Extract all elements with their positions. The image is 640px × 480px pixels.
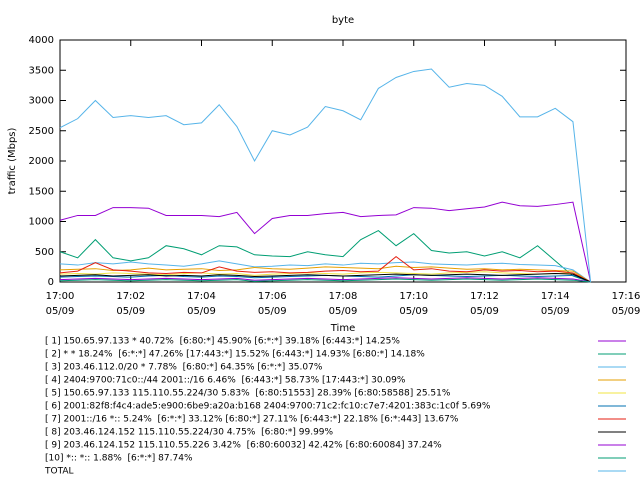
legend-label: [ 3] 203.46.112.0/20 * 7.78% [6:80:*] 64… bbox=[45, 363, 323, 373]
y-tick-label: 500 bbox=[35, 247, 54, 258]
x-tick-label: 17:08 bbox=[329, 291, 358, 302]
x-tick-label: 17:12 bbox=[470, 291, 499, 302]
x-tick-date: 05/09 bbox=[470, 306, 499, 317]
legend-label: [ 8] 203.46.124.152 115.110.55.224/30 4.… bbox=[45, 428, 334, 438]
x-tick-label: 17:16 bbox=[612, 291, 640, 302]
y-tick-label: 1500 bbox=[29, 186, 54, 197]
y-tick-label: 2500 bbox=[29, 126, 54, 137]
series-line bbox=[59, 201, 592, 283]
legend-label: [10] *:: *:: 1.88% [6:*:*] 87.74% bbox=[45, 454, 193, 464]
y-tick-label: 2000 bbox=[29, 156, 54, 167]
series-line bbox=[59, 68, 592, 283]
y-tick-label: 3500 bbox=[29, 65, 54, 76]
x-tick-label: 17:14 bbox=[541, 291, 570, 302]
series-line bbox=[59, 255, 591, 283]
series-line bbox=[59, 260, 591, 283]
y-axis-label: traffic (Mbps) bbox=[7, 127, 18, 194]
legend-label: [ 4] 2404:9700:71c0::/44 2001::/16 6.46%… bbox=[45, 376, 406, 386]
y-tick-label: 1000 bbox=[29, 217, 54, 228]
legend-label: [ 5] 150.65.97.133 115.110.55.224/30 5.8… bbox=[45, 389, 451, 399]
x-tick-label: 17:02 bbox=[116, 291, 145, 302]
y-tick-label: 3000 bbox=[29, 96, 54, 107]
series-line bbox=[59, 277, 591, 283]
series-line bbox=[59, 273, 591, 283]
x-tick-date: 05/09 bbox=[541, 306, 570, 317]
x-tick-date: 05/09 bbox=[258, 306, 287, 317]
series-line bbox=[59, 278, 591, 283]
x-tick-label: 17:00 bbox=[46, 291, 75, 302]
legend-label: TOTAL bbox=[44, 467, 74, 477]
legend-label: [ 7] 2001::/16 *:: 5.24% [6:*:*] 33.12% … bbox=[45, 415, 459, 425]
x-tick-date: 05/09 bbox=[399, 306, 428, 317]
series-line bbox=[59, 265, 591, 283]
x-tick-label: 17:04 bbox=[187, 291, 216, 302]
series-line bbox=[59, 229, 591, 283]
legend-label: [ 2] * * 18.24% [6:*:*] 47.26% [17:443:*… bbox=[45, 350, 425, 360]
x-tick-label: 17:10 bbox=[399, 291, 428, 302]
x-axis-label: Time bbox=[330, 323, 355, 334]
x-tick-date: 05/09 bbox=[612, 306, 640, 317]
x-tick-label: 17:06 bbox=[258, 291, 287, 302]
x-tick-date: 05/09 bbox=[187, 306, 216, 317]
legend-label: [ 6] 2001:82f8:f4c4:ade5:e900:6be9:a20a:… bbox=[45, 402, 491, 412]
x-tick-date: 05/09 bbox=[116, 306, 145, 317]
legend-label: [ 9] 203.46.124.152 115.110.55.226 3.42%… bbox=[45, 441, 442, 451]
x-tick-date: 05/09 bbox=[46, 306, 75, 317]
x-tick-date: 05/09 bbox=[329, 306, 358, 317]
y-tick-label: 0 bbox=[48, 277, 54, 288]
series-line bbox=[59, 271, 591, 283]
y-tick-label: 4000 bbox=[29, 35, 54, 46]
chart-title: byte bbox=[332, 15, 354, 26]
legend-label: [ 1] 150.65.97.133 * 40.72% [6:80:*] 45.… bbox=[45, 337, 400, 347]
